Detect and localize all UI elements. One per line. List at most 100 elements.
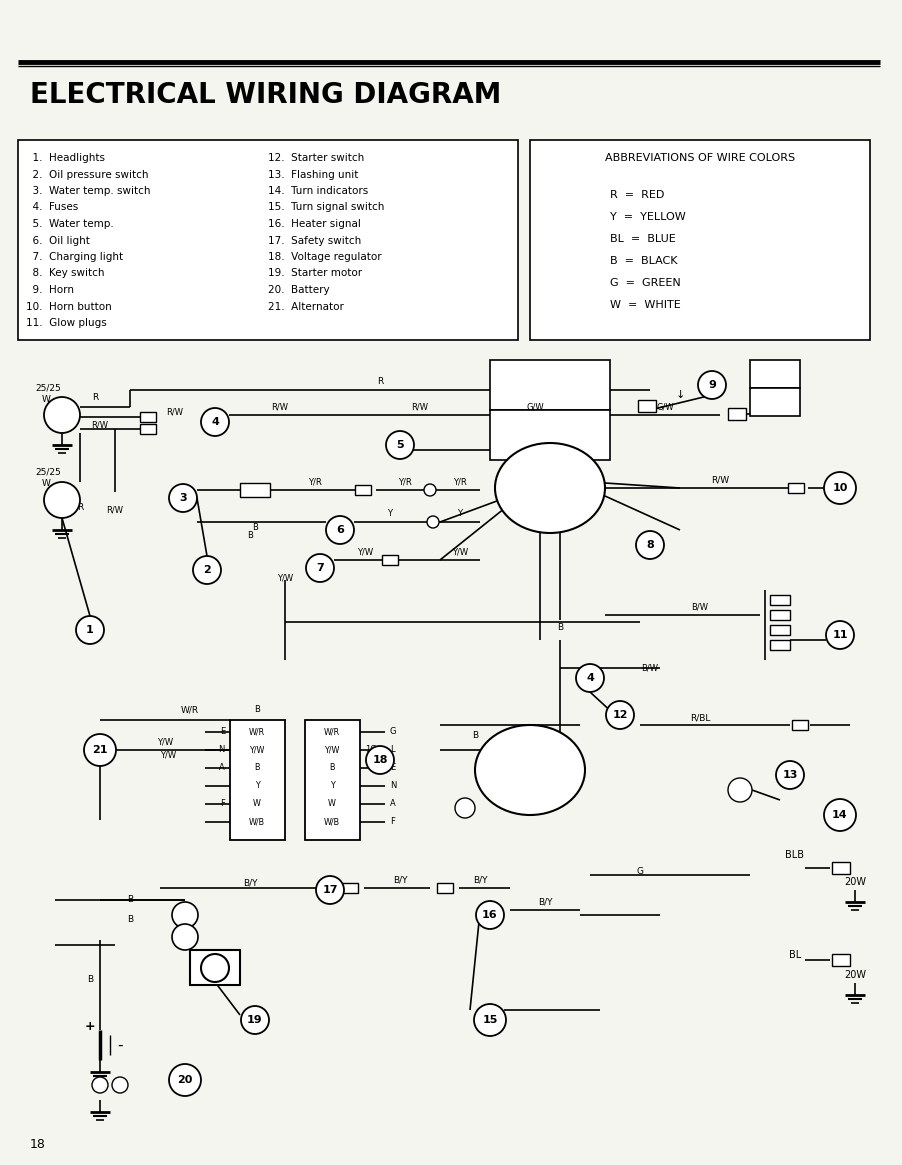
Circle shape — [427, 516, 438, 528]
Text: Y/W: Y/W — [277, 573, 293, 582]
Text: B: B — [472, 730, 477, 740]
Text: 4: 4 — [211, 417, 218, 428]
Bar — [490, 410, 610, 460]
Text: 16.  Heater signal: 16. Heater signal — [268, 219, 361, 230]
Circle shape — [365, 746, 393, 774]
Bar — [18, 140, 518, 340]
Text: 3.  Water temp. switch: 3. Water temp. switch — [26, 186, 151, 196]
Text: B: B — [329, 763, 335, 772]
Text: B/W: B/W — [640, 664, 658, 672]
Text: 1G: 1G — [364, 746, 376, 755]
Text: Y/W: Y/W — [356, 548, 373, 557]
Text: 6.  Oil light: 6. Oil light — [26, 235, 90, 246]
Text: 61: 61 — [460, 804, 469, 812]
Text: B: B — [127, 916, 133, 925]
Text: 21: 21 — [92, 744, 107, 755]
Text: BAT: BAT — [533, 480, 549, 488]
Text: N: N — [390, 782, 396, 791]
Text: Y/W: Y/W — [324, 746, 339, 755]
Text: R/W: R/W — [91, 421, 108, 430]
Text: B: B — [557, 623, 563, 633]
Text: F: F — [220, 799, 225, 809]
Text: L₂: L₂ — [560, 495, 569, 504]
Text: 5: 5 — [396, 440, 403, 450]
Text: 50: 50 — [541, 774, 554, 783]
Text: N: N — [218, 746, 225, 755]
Text: 7.  Charging light: 7. Charging light — [26, 252, 123, 262]
Text: L₁: L₁ — [523, 465, 532, 475]
Text: 20: 20 — [177, 1075, 192, 1085]
Text: 16: 16 — [482, 910, 497, 920]
Text: B
L: B L — [737, 781, 741, 799]
Bar — [750, 388, 799, 416]
Bar — [831, 954, 849, 966]
Text: R/W: R/W — [710, 475, 728, 485]
Text: W: W — [42, 480, 51, 488]
Text: R/BL: R/BL — [689, 713, 709, 722]
Text: B: B — [253, 706, 260, 714]
Bar — [305, 720, 360, 840]
Circle shape — [169, 483, 197, 511]
Text: Y/R: Y/R — [398, 478, 411, 487]
Circle shape — [474, 1004, 505, 1036]
Text: Y/W: Y/W — [157, 737, 173, 747]
Text: 18: 18 — [30, 1138, 46, 1151]
Circle shape — [241, 1007, 269, 1035]
Text: A: A — [219, 763, 225, 772]
Circle shape — [92, 1076, 108, 1093]
Bar — [831, 862, 849, 874]
Circle shape — [44, 397, 80, 433]
Bar — [140, 424, 156, 435]
Text: G: G — [636, 868, 643, 876]
Text: B: B — [127, 896, 133, 904]
Text: Y: Y — [387, 509, 392, 518]
Circle shape — [112, 1076, 128, 1093]
Text: G  =  GREEN: G = GREEN — [610, 278, 680, 288]
Bar — [769, 610, 789, 620]
Text: 15.  Turn signal switch: 15. Turn signal switch — [268, 203, 384, 212]
Text: R: R — [77, 503, 83, 513]
Text: B: B — [247, 530, 253, 539]
Text: 20W: 20W — [843, 970, 865, 980]
Text: 6: 6 — [336, 525, 344, 535]
Text: +: + — [96, 1080, 104, 1090]
Bar — [382, 555, 398, 565]
Text: 8: 8 — [646, 541, 653, 550]
Bar — [769, 640, 789, 650]
Text: 3: 3 — [179, 493, 187, 503]
Bar — [791, 720, 807, 730]
Circle shape — [316, 876, 344, 904]
Text: B/W: B/W — [511, 741, 528, 749]
Circle shape — [635, 531, 663, 559]
Text: Y: Y — [254, 782, 259, 791]
Text: B/W: B/W — [691, 602, 708, 612]
Text: G/W: G/W — [526, 402, 543, 411]
Bar — [342, 883, 357, 894]
Circle shape — [727, 778, 751, 802]
Text: 15: 15 — [482, 1015, 497, 1025]
Text: W/R: W/R — [180, 706, 198, 714]
Text: B/Y: B/Y — [473, 876, 487, 884]
Text: -: - — [117, 1038, 123, 1052]
Text: 25/25: 25/25 — [35, 467, 60, 476]
Text: L: L — [390, 746, 394, 755]
Circle shape — [775, 761, 803, 789]
Text: Y  =  YELLOW: Y = YELLOW — [610, 212, 685, 223]
Text: 2: 2 — [203, 565, 211, 576]
Text: 19: 19 — [247, 1015, 262, 1025]
Text: B  =  BLACK: B = BLACK — [610, 256, 676, 266]
Circle shape — [193, 556, 221, 584]
Text: 1: 1 — [86, 624, 94, 635]
Text: Y: Y — [329, 782, 334, 791]
Text: 21.  Alternator: 21. Alternator — [268, 302, 344, 311]
Ellipse shape — [494, 443, 604, 534]
Circle shape — [201, 954, 229, 982]
Text: W: W — [253, 799, 261, 809]
Text: 12: 12 — [612, 709, 627, 720]
Text: 11.  Glow plugs: 11. Glow plugs — [26, 318, 106, 329]
Text: B: B — [181, 932, 188, 941]
Bar — [354, 485, 371, 495]
Circle shape — [171, 902, 198, 929]
Text: ABBREVIATIONS OF WIRE COLORS: ABBREVIATIONS OF WIRE COLORS — [604, 153, 794, 163]
Text: Y: Y — [457, 509, 462, 518]
